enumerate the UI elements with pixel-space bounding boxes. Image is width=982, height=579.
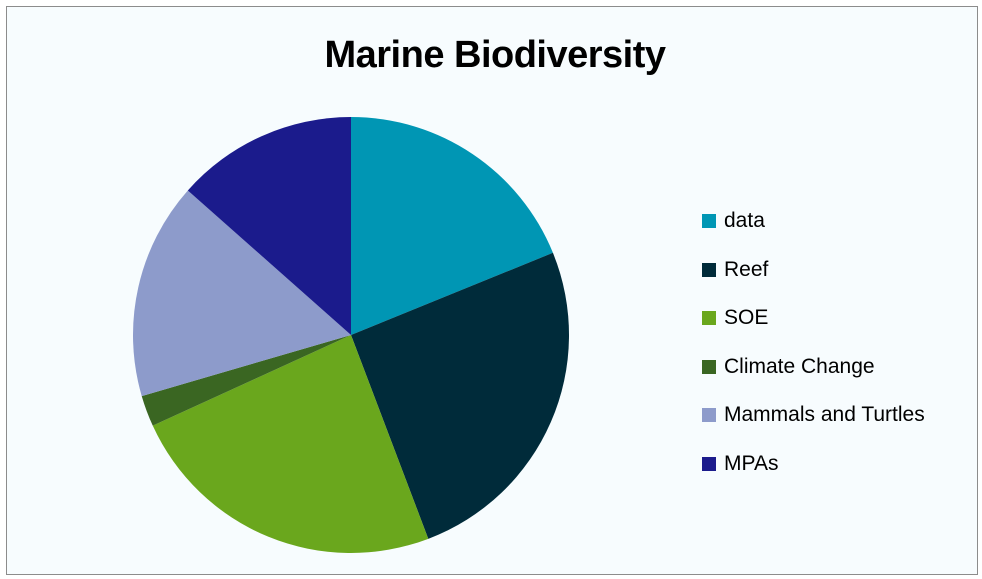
legend-label: Reef	[724, 257, 769, 281]
chart-title: Marine Biodiversity	[324, 34, 666, 76]
pie-slice-mpas	[187, 116, 351, 335]
pie-slice-soe	[152, 335, 429, 553]
legend-swatch	[702, 408, 716, 423]
legend-item: MPAs	[702, 440, 925, 489]
legend-item: Climate Change	[702, 343, 925, 392]
legend-swatch	[702, 359, 716, 374]
legend-swatch	[702, 311, 716, 326]
legend-label: Mammals and Turtles	[724, 403, 925, 427]
legend-label: SOE	[724, 306, 769, 330]
pie-slice-climate-change	[141, 335, 351, 426]
pie-slice-data	[351, 117, 553, 335]
legend-label: MPAs	[724, 451, 779, 475]
legend-swatch	[702, 262, 716, 277]
pie-slice-mammals-and-turtles	[132, 190, 351, 397]
legend: data Reef SOE Climate Change Mammals and Tur…	[702, 197, 925, 488]
legend-item: SOE	[702, 294, 925, 343]
legend-label: Climate Change	[724, 354, 875, 378]
legend-swatch	[702, 214, 716, 229]
legend-item: Reef	[702, 246, 925, 295]
pie-slice-reef	[351, 252, 570, 539]
legend-label: data	[724, 209, 765, 233]
legend-item: data	[702, 197, 925, 246]
legend-swatch	[702, 456, 716, 471]
legend-item: Mammals and Turtles	[702, 391, 925, 440]
